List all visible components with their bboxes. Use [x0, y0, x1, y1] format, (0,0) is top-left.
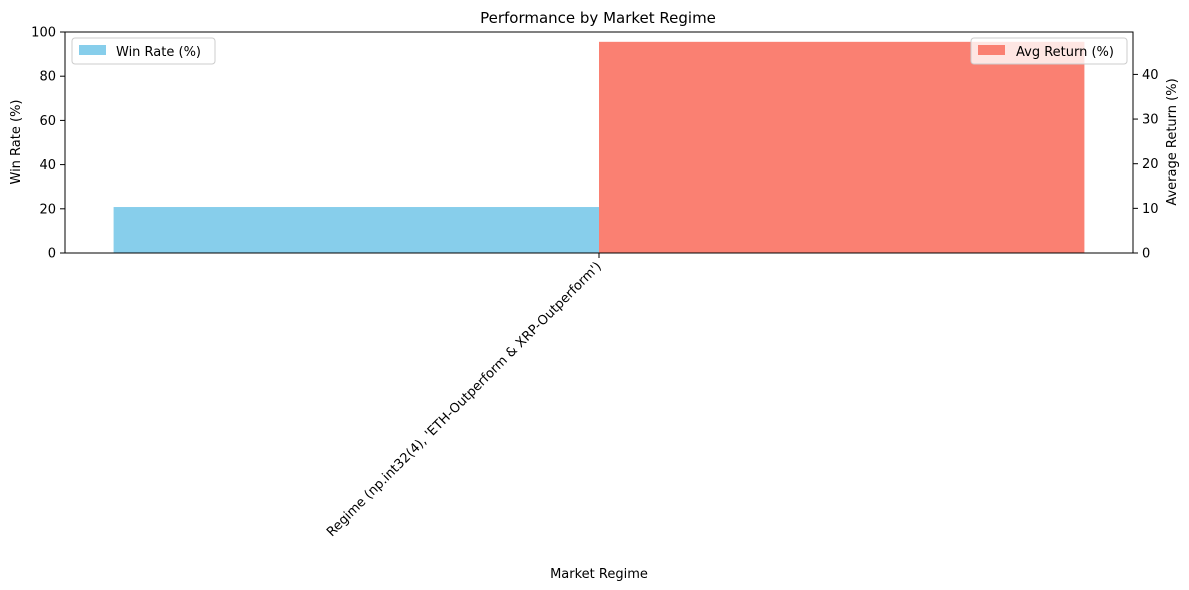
legend-left-swatch	[79, 45, 106, 55]
x-tick-label: Regime (np.int32(4), 'ETH-Outperform & X…	[324, 259, 605, 540]
legend-right-swatch	[978, 45, 1005, 55]
y-tick-label-left: 60	[39, 114, 56, 129]
legend-left-label: Win Rate (%)	[116, 45, 201, 60]
bar-win-rate	[113, 207, 600, 253]
y-tick-label-right: 20	[1142, 157, 1159, 172]
legend-right-frame	[970, 37, 1128, 65]
y-tick-label-right: 40	[1142, 68, 1159, 83]
y-axis-label-left: Win Rate (%)	[9, 100, 24, 185]
legend-right: Avg Return (%)	[970, 37, 1128, 65]
legend-left: Win Rate (%)	[71, 37, 216, 65]
x-axis-label: Market Regime	[550, 567, 648, 582]
y-tick-label-left: 0	[48, 247, 56, 262]
legend-left-frame	[71, 37, 216, 65]
y-tick-label-right: 30	[1142, 113, 1159, 128]
y-tick-label-left: 80	[39, 70, 56, 85]
y-tick-label-right: 10	[1142, 202, 1159, 217]
plot-frame	[64, 31, 1134, 254]
bars-layer	[113, 41, 1085, 254]
y-tick-label-left: 100	[31, 26, 56, 41]
y-tick-label-left: 40	[39, 158, 56, 173]
y-axis-label-right: Average Return (%)	[1165, 78, 1180, 205]
legend-right-label: Avg Return (%)	[1016, 45, 1114, 60]
chart-title: Performance by Market Regime	[480, 9, 716, 27]
bar-avg-return	[599, 41, 1085, 254]
y-tick-label-right: 0	[1142, 247, 1150, 262]
y-tick-label-left: 20	[39, 202, 56, 217]
